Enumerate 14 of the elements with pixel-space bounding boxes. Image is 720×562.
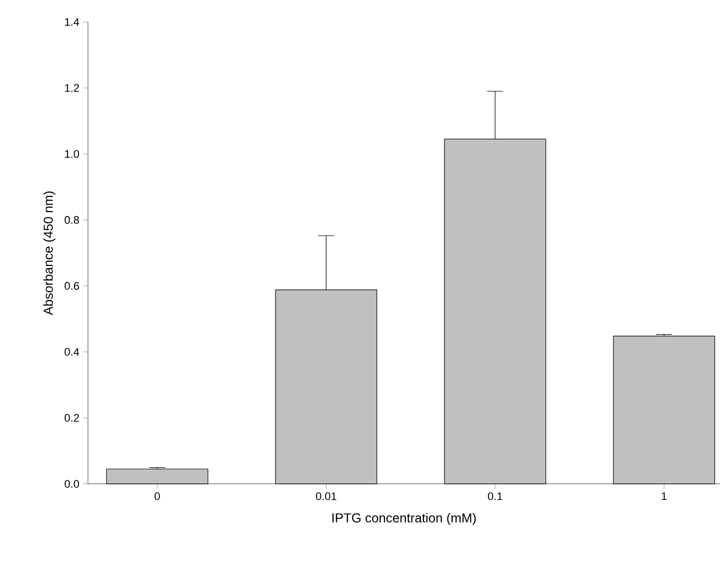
- y-axis-title: Absorbance (450 nm): [43, 192, 56, 316]
- x-tick-label: 0: [154, 492, 160, 500]
- y-tick-label: 0.2: [64, 414, 79, 422]
- y-tick-label: 0.8: [64, 216, 79, 224]
- x-tick-label: 0.01: [316, 492, 336, 500]
- x-tick-label: 1: [662, 492, 667, 500]
- x-tick-label: 0.1: [488, 492, 502, 500]
- x-axis-title: IPTG concentration (mM): [332, 513, 476, 526]
- y-tick-label: 1.0: [65, 150, 80, 158]
- y-tick-label: 0.6: [64, 282, 79, 290]
- y-tick-label: 0.0: [64, 480, 80, 488]
- y-tick-label: 1.4: [65, 18, 80, 26]
- y-tick-label: 0.4: [64, 348, 80, 356]
- y-tick-label: 1.2: [65, 84, 79, 92]
